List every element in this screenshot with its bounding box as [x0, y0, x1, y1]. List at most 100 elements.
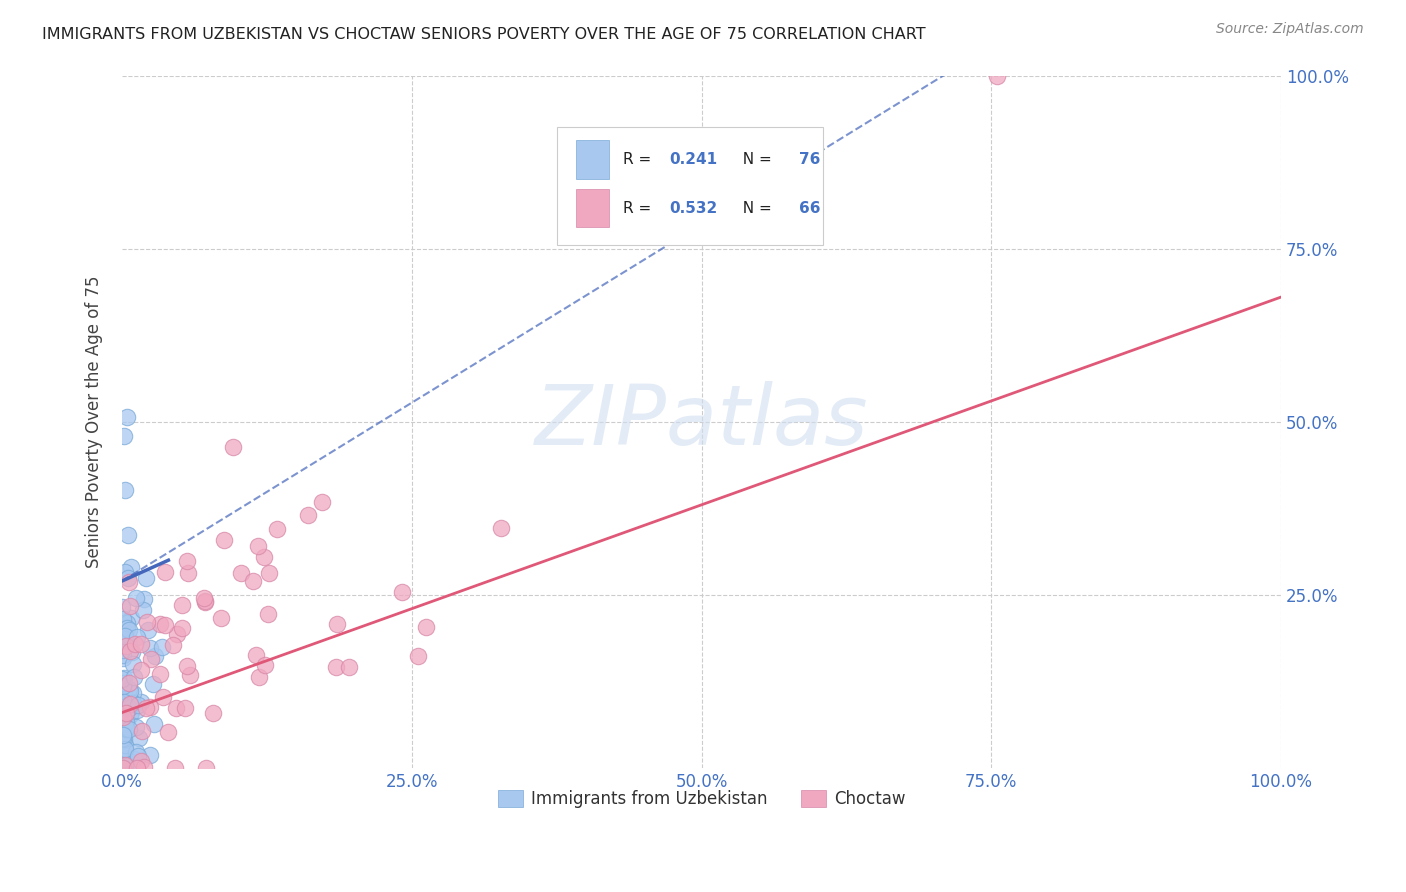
Point	[172, 599, 194, 613]
Point	[176, 658, 198, 673]
Point	[111, 717, 134, 731]
Point	[114, 483, 136, 497]
Point	[114, 758, 136, 772]
Point	[143, 716, 166, 731]
Point	[112, 639, 135, 653]
Point	[176, 566, 198, 581]
Point	[131, 637, 153, 651]
Point	[132, 760, 155, 774]
Point	[114, 565, 136, 579]
Point	[120, 643, 142, 657]
Text: Source: ZipAtlas.com: Source: ZipAtlas.com	[1216, 22, 1364, 37]
Point	[142, 676, 165, 690]
Point	[112, 731, 135, 746]
Point	[125, 720, 148, 734]
Point	[118, 701, 141, 715]
Point	[118, 722, 141, 736]
Point	[179, 668, 201, 682]
Point	[193, 591, 215, 606]
Point	[174, 701, 197, 715]
Point	[120, 684, 142, 698]
Point	[112, 728, 135, 742]
Point	[117, 615, 139, 630]
Point	[139, 652, 162, 666]
Point	[162, 638, 184, 652]
Point	[242, 574, 264, 588]
Point	[115, 639, 138, 653]
Point	[117, 527, 139, 541]
Point	[111, 679, 134, 693]
Point	[111, 731, 134, 745]
Point	[114, 741, 136, 756]
Point	[138, 641, 160, 656]
Point	[111, 612, 134, 626]
Point	[111, 643, 134, 657]
Point	[118, 698, 141, 712]
Point	[253, 658, 276, 673]
Point	[115, 699, 138, 714]
Point	[249, 669, 271, 683]
Point	[111, 599, 134, 614]
Point	[114, 719, 136, 733]
Point	[231, 566, 253, 580]
Point	[115, 721, 138, 735]
Point	[135, 701, 157, 715]
Point	[122, 686, 145, 700]
Point	[115, 749, 138, 764]
Point	[195, 761, 218, 775]
Text: N =: N =	[733, 201, 776, 216]
Point	[112, 751, 135, 765]
Point	[114, 706, 136, 720]
Point	[111, 694, 134, 708]
Point	[194, 594, 217, 608]
Legend: Immigrants from Uzbekistan, Choctaw: Immigrants from Uzbekistan, Choctaw	[491, 783, 912, 815]
Point	[117, 676, 139, 690]
Point	[165, 700, 187, 714]
Point	[176, 554, 198, 568]
Point	[131, 755, 153, 769]
Point	[209, 611, 232, 625]
Bar	[576, 140, 609, 178]
Point	[121, 645, 143, 659]
Point	[172, 621, 194, 635]
Point	[121, 697, 143, 711]
Point	[129, 663, 152, 677]
Text: 66: 66	[799, 201, 820, 216]
Point	[406, 648, 429, 663]
Point	[391, 585, 413, 599]
Point	[135, 615, 157, 630]
Point	[114, 723, 136, 737]
Point	[120, 611, 142, 625]
Point	[128, 731, 150, 746]
Point	[118, 635, 141, 649]
Point	[122, 751, 145, 765]
Point	[112, 651, 135, 665]
Point	[415, 620, 437, 634]
Point	[125, 591, 148, 606]
Point	[194, 595, 217, 609]
Point	[127, 702, 149, 716]
Point	[125, 761, 148, 775]
Point	[122, 670, 145, 684]
Point	[257, 607, 280, 621]
Text: ZIPatlas: ZIPatlas	[534, 381, 869, 462]
Point	[139, 747, 162, 762]
Point	[153, 565, 176, 579]
Point	[149, 667, 172, 681]
Point	[112, 754, 135, 768]
Point	[114, 739, 136, 753]
Point	[120, 755, 142, 769]
Point	[131, 724, 153, 739]
Point	[150, 640, 173, 655]
Text: IMMIGRANTS FROM UZBEKISTAN VS CHOCTAW SENIORS POVERTY OVER THE AGE OF 75 CORRELA: IMMIGRANTS FROM UZBEKISTAN VS CHOCTAW SE…	[42, 27, 925, 42]
Point	[111, 672, 134, 686]
Point	[247, 539, 270, 553]
Point	[124, 637, 146, 651]
Point	[114, 632, 136, 647]
Point	[120, 705, 142, 719]
Point	[129, 695, 152, 709]
Bar	[576, 189, 609, 227]
Point	[112, 742, 135, 756]
Point	[112, 676, 135, 690]
Point	[120, 560, 142, 574]
